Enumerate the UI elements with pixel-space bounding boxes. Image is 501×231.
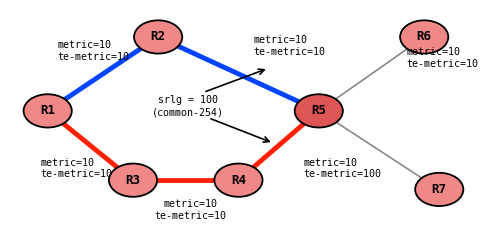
Text: R6: R6: [416, 30, 431, 43]
Text: R2: R2: [150, 30, 165, 43]
Text: metric=10
te-metric=100: metric=10 te-metric=100: [303, 158, 381, 179]
Ellipse shape: [24, 94, 72, 128]
Text: R1: R1: [40, 104, 55, 117]
Ellipse shape: [294, 94, 342, 128]
Ellipse shape: [414, 173, 462, 206]
Text: metric=10
te-metric=10: metric=10 te-metric=10: [40, 158, 112, 179]
Text: metric=10
te-metric=10: metric=10 te-metric=10: [406, 47, 477, 69]
Ellipse shape: [134, 20, 182, 54]
Ellipse shape: [214, 164, 262, 197]
Text: R5: R5: [311, 104, 326, 117]
Text: R4: R4: [230, 174, 245, 187]
Text: metric=10
te-metric=10: metric=10 te-metric=10: [58, 40, 129, 62]
Text: metric=10
te-metric=10: metric=10 te-metric=10: [253, 35, 325, 57]
Text: srlg = 100
(common-254): srlg = 100 (common-254): [152, 95, 224, 117]
Text: metric=10
te-metric=10: metric=10 te-metric=10: [154, 199, 226, 221]
Ellipse shape: [109, 164, 157, 197]
Text: R7: R7: [431, 183, 446, 196]
Text: R3: R3: [125, 174, 140, 187]
Ellipse shape: [399, 20, 447, 54]
